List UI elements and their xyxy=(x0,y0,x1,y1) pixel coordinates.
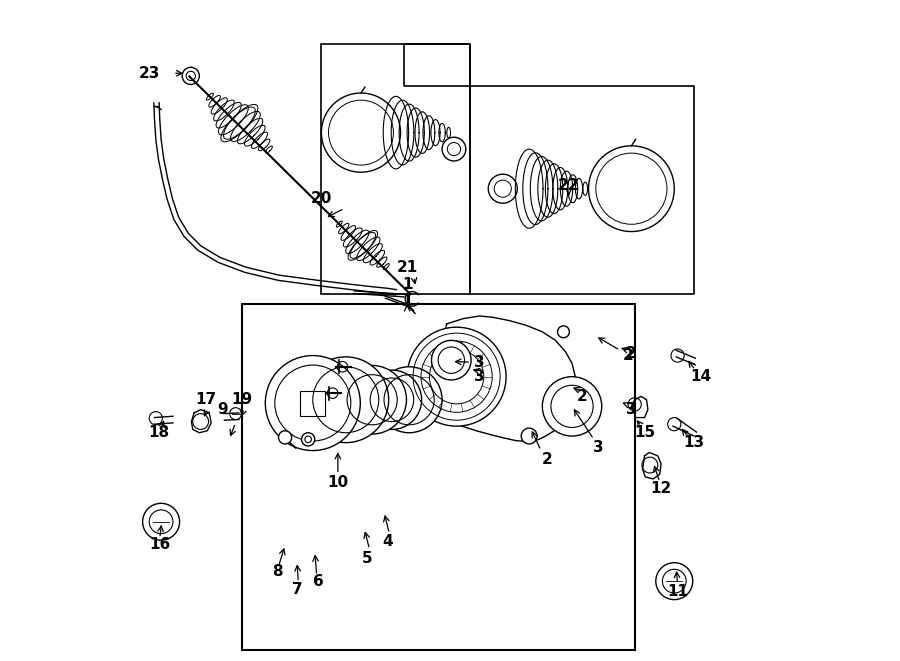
Text: 19: 19 xyxy=(231,392,253,407)
Text: 2: 2 xyxy=(626,346,637,361)
Text: 22: 22 xyxy=(558,178,580,193)
Text: 15: 15 xyxy=(634,425,655,440)
Text: 12: 12 xyxy=(651,481,671,496)
Polygon shape xyxy=(430,316,575,442)
Circle shape xyxy=(431,340,471,380)
Circle shape xyxy=(656,563,693,600)
Circle shape xyxy=(642,457,658,473)
Text: 16: 16 xyxy=(149,537,170,553)
Text: 8: 8 xyxy=(272,564,283,579)
Text: 2: 2 xyxy=(542,451,553,467)
Text: 9: 9 xyxy=(217,402,228,417)
Text: 3: 3 xyxy=(593,440,604,455)
Text: 1: 1 xyxy=(402,277,412,292)
Circle shape xyxy=(266,356,360,451)
Circle shape xyxy=(668,418,681,431)
Circle shape xyxy=(303,357,389,443)
Circle shape xyxy=(302,433,315,446)
Text: 3: 3 xyxy=(474,369,485,384)
Bar xyxy=(321,44,470,294)
Text: 18: 18 xyxy=(148,425,169,440)
Text: 17: 17 xyxy=(195,392,217,407)
Circle shape xyxy=(671,349,684,362)
Text: 10: 10 xyxy=(328,475,348,490)
Text: 21: 21 xyxy=(397,260,418,276)
Bar xyxy=(301,391,325,416)
Circle shape xyxy=(142,503,180,540)
Text: 3: 3 xyxy=(626,402,636,417)
Text: 20: 20 xyxy=(310,191,332,206)
Text: 5: 5 xyxy=(362,551,373,566)
Text: 1: 1 xyxy=(402,293,412,308)
Circle shape xyxy=(149,412,162,425)
Bar xyxy=(242,304,634,650)
Circle shape xyxy=(278,431,292,444)
Text: 23: 23 xyxy=(140,65,160,81)
Circle shape xyxy=(376,367,442,433)
Circle shape xyxy=(407,327,506,426)
Circle shape xyxy=(363,370,421,430)
Text: 2: 2 xyxy=(623,348,634,363)
Text: 4: 4 xyxy=(382,534,392,549)
Circle shape xyxy=(182,67,199,85)
Circle shape xyxy=(193,414,209,430)
Circle shape xyxy=(557,326,570,338)
Text: 13: 13 xyxy=(683,435,705,450)
Circle shape xyxy=(521,428,537,444)
Text: 3: 3 xyxy=(474,355,485,369)
Text: 2: 2 xyxy=(577,389,588,404)
Text: 6: 6 xyxy=(312,574,323,589)
Circle shape xyxy=(628,398,642,411)
Circle shape xyxy=(543,377,602,436)
Circle shape xyxy=(338,366,407,434)
Text: 14: 14 xyxy=(690,369,711,384)
Text: 7: 7 xyxy=(292,582,302,597)
Text: 11: 11 xyxy=(667,584,688,599)
